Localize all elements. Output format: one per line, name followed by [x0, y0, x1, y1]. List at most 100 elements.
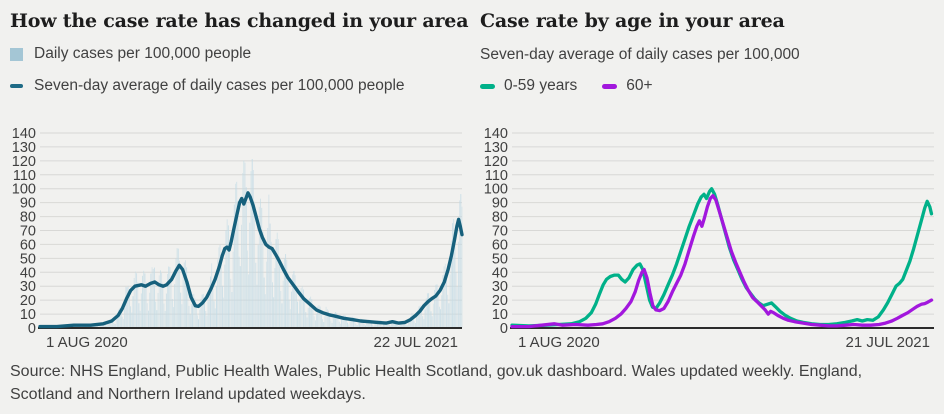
daily-bar — [336, 313, 338, 328]
daily-bar — [367, 320, 369, 328]
daily-bar — [136, 273, 138, 328]
daily-bar — [276, 232, 278, 328]
daily-bar — [328, 310, 329, 328]
daily-bar — [183, 262, 185, 328]
daily-bar — [106, 325, 108, 328]
daily-bar — [103, 323, 105, 328]
daily-bar — [375, 321, 377, 328]
0-59-years-line — [510, 187, 934, 328]
daily-bar — [131, 312, 133, 328]
daily-bar — [392, 320, 394, 328]
daily-bar — [242, 172, 244, 328]
daily-bar — [423, 319, 425, 328]
daily-bar — [169, 267, 171, 328]
x-axis-end-label: 22 JUL 2021 — [373, 334, 458, 351]
daily-bar — [319, 306, 321, 328]
daily-bar — [399, 323, 401, 328]
daily-bar — [325, 306, 327, 328]
daily-bar — [378, 320, 379, 328]
daily-bar — [282, 280, 284, 328]
daily-bar — [447, 294, 449, 328]
daily-bar — [324, 316, 326, 328]
daily-bar — [326, 309, 328, 328]
daily-bar — [251, 159, 253, 328]
daily-bar — [182, 272, 184, 328]
daily-bar — [99, 324, 101, 328]
daily-bar — [450, 240, 452, 328]
y-tick-label: 100 — [484, 182, 508, 198]
daily-bar — [153, 267, 155, 328]
daily-bar — [252, 170, 254, 328]
daily-bar — [236, 181, 238, 328]
daily-bar — [224, 264, 226, 328]
daily-bar — [194, 298, 196, 328]
y-tick-label: 20 — [20, 293, 36, 309]
daily-bar — [127, 285, 129, 328]
source-note-line2: Scotland and Northern Ireland updated we… — [10, 385, 366, 403]
y-tick-label: 90 — [492, 196, 508, 212]
daily-bar — [196, 315, 198, 328]
daily-bar — [205, 310, 207, 328]
daily-bar — [379, 322, 381, 328]
daily-bar — [381, 325, 383, 328]
daily-bar — [121, 316, 123, 328]
daily-bar — [139, 310, 141, 328]
daily-bar — [432, 303, 434, 328]
daily-bar — [286, 259, 288, 328]
daily-bar — [272, 282, 273, 328]
legend-age-groups: 0-59 years 60+ — [480, 77, 653, 94]
daily-bar — [370, 321, 372, 328]
y-tick-label: 140 — [484, 126, 508, 142]
daily-bar — [246, 250, 248, 328]
daily-bar — [268, 194, 270, 328]
daily-bar — [264, 294, 266, 328]
daily-bar — [198, 319, 199, 328]
daily-bar — [363, 324, 365, 328]
y-tick-label: 110 — [485, 168, 508, 184]
daily-bar — [457, 241, 459, 328]
right-panel-header: Case rate by age in your area Seven-day … — [480, 10, 936, 94]
daily-bar — [199, 309, 201, 328]
daily-bar — [329, 313, 331, 328]
daily-bar — [229, 241, 230, 328]
daily-bar — [159, 270, 161, 328]
daily-bar — [308, 298, 310, 328]
daily-bar — [310, 296, 312, 328]
x-axis-start-label: 1 AUG 2020 — [46, 334, 128, 351]
daily-bar — [444, 263, 446, 328]
daily-bar — [151, 267, 153, 328]
daily-bar — [231, 292, 233, 328]
daily-bar — [220, 254, 222, 328]
daily-bar — [434, 289, 436, 328]
daily-bar — [322, 319, 323, 328]
daily-bar — [425, 298, 427, 328]
daily-bar — [108, 320, 110, 328]
daily-bar — [407, 322, 409, 328]
daily-bar — [173, 307, 174, 328]
daily-bar — [254, 201, 256, 328]
daily-bar — [421, 307, 422, 328]
daily-bar — [225, 230, 227, 328]
daily-bar — [140, 293, 142, 328]
daily-bar — [288, 299, 290, 328]
daily-bar — [394, 320, 396, 328]
daily-cases-swatch — [10, 47, 23, 61]
daily-bar — [263, 277, 265, 328]
daily-bar — [210, 276, 211, 328]
daily-bar — [138, 303, 140, 328]
daily-bar — [133, 277, 135, 328]
daily-bar — [314, 320, 316, 328]
daily-bar — [311, 299, 313, 328]
daily-bar — [266, 261, 267, 328]
daily-bar — [179, 260, 180, 328]
daily-bar — [249, 222, 251, 328]
daily-bar — [277, 239, 279, 328]
daily-bar — [170, 275, 172, 328]
y-tick-label: 50 — [20, 251, 36, 267]
age-60-plus-swatch — [602, 83, 618, 89]
daily-bar — [384, 321, 385, 328]
daily-bar — [213, 301, 215, 328]
y-tick-label: 70 — [20, 224, 36, 240]
y-tick-label: 30 — [492, 279, 508, 295]
daily-bar — [361, 319, 363, 328]
